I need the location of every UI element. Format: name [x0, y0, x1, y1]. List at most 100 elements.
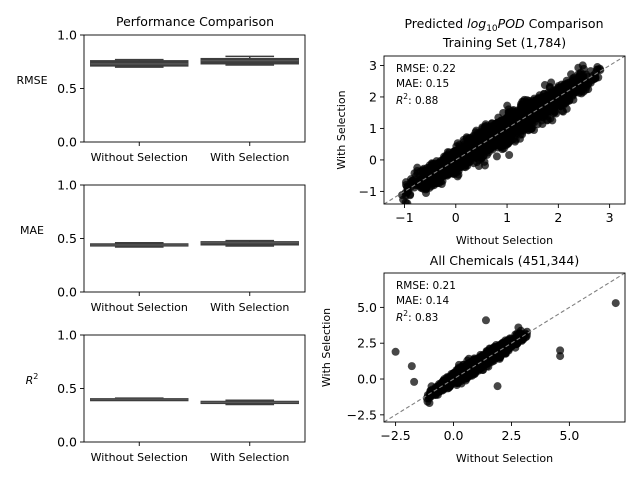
- training-point: [538, 120, 547, 129]
- rmse-xtick-label: With Selection: [210, 151, 289, 164]
- all-point: [556, 352, 565, 361]
- training-point: [520, 114, 529, 123]
- training-ytick-label: 1: [369, 121, 377, 136]
- training-stat-rmse: RMSE: 0.22: [396, 63, 456, 75]
- training-point: [465, 133, 474, 142]
- training-point: [431, 159, 440, 168]
- training-point: [540, 97, 549, 106]
- training-scatter-panel: −1 0 1 2 3 −1 0 1 2 3 Training Set (1,784) Without …: [335, 35, 626, 247]
- training-xtick-label: 2: [554, 210, 562, 225]
- all-point: [436, 383, 445, 392]
- all-point: [407, 362, 416, 371]
- all-stat-r2: R2: 0.83: [396, 309, 438, 324]
- mae-boxplot-panel: 0.0 0.5 1.0 Without Selection With Selection…: [20, 178, 306, 314]
- rmse-ytick-label: 0.0: [57, 135, 77, 150]
- training-point: [403, 187, 412, 196]
- all-title: All Chemicals (451,344): [430, 253, 579, 268]
- training-point: [520, 95, 529, 104]
- training-point: [436, 177, 445, 186]
- training-point: [561, 93, 570, 102]
- r2-xtick-label: Without Selection: [91, 451, 188, 464]
- all-identity-line: [384, 273, 625, 422]
- all-ylabel: With Selection: [320, 308, 333, 387]
- training-point: [440, 169, 449, 178]
- all-xtick-label: 5.0: [559, 428, 579, 443]
- training-point: [553, 83, 562, 92]
- training-point: [412, 171, 421, 180]
- training-point: [568, 87, 577, 96]
- all-xtick-label: −2.5: [380, 428, 410, 443]
- training-xtick-label: −1: [395, 210, 413, 225]
- r2-ylabel: R2: [26, 372, 39, 387]
- rmse-boxplot-panel: 0.0 0.5 1.0 Without Selection With Selection…: [16, 28, 306, 164]
- training-point: [444, 158, 453, 167]
- training-point: [521, 103, 530, 112]
- training-point: [526, 119, 535, 128]
- all-point: [466, 362, 475, 371]
- mae-ytick-label: 0.0: [57, 285, 77, 300]
- all-point: [495, 354, 504, 363]
- all-point: [391, 347, 400, 356]
- all-point: [481, 316, 490, 325]
- rmse-ytick-label: 0.5: [57, 81, 77, 96]
- r2-ytick-label: 1.0: [57, 328, 77, 343]
- training-ylabel: With Selection: [335, 90, 348, 169]
- training-point: [422, 189, 431, 198]
- training-point: [546, 114, 555, 123]
- all-point: [425, 394, 434, 403]
- r2-ytick-label: 0.5: [57, 381, 77, 396]
- all-point: [503, 345, 512, 354]
- r2-ytick-label: 0.0: [57, 435, 77, 450]
- training-point: [501, 126, 510, 135]
- rmse-axes-frame: [83, 34, 306, 143]
- training-point: [588, 72, 597, 81]
- training-point: [579, 64, 588, 73]
- training-stat-mae: MAE: 0.15: [396, 78, 449, 90]
- training-point: [492, 152, 501, 161]
- training-point: [498, 139, 507, 148]
- rmse-xtick-label: Without Selection: [91, 151, 188, 164]
- all-plot-area: [384, 273, 625, 422]
- training-point: [481, 145, 490, 154]
- mae-ytick-label: 1.0: [57, 178, 77, 193]
- left-figure-title: Performance Comparison: [116, 14, 274, 29]
- training-point: [449, 165, 458, 174]
- training-point: [567, 70, 576, 79]
- training-ytick-label: 0: [369, 152, 377, 167]
- mae-axes-frame: [83, 184, 306, 293]
- all-ytick-label: −2.5: [347, 407, 377, 422]
- training-point: [495, 126, 504, 135]
- all-point: [611, 299, 620, 308]
- all-stat-mae: MAE: 0.14: [396, 295, 449, 307]
- training-point: [528, 107, 537, 116]
- all-ytick-label: 5.0: [357, 300, 377, 315]
- training-point: [478, 125, 487, 134]
- all-ytick-label: 2.5: [357, 336, 377, 351]
- training-points: [398, 61, 605, 204]
- training-identity-line: [384, 56, 625, 204]
- mae-xtick-label: Without Selection: [91, 301, 188, 314]
- training-point: [431, 166, 440, 175]
- training-point: [505, 151, 514, 160]
- all-xtick-label: 0.0: [444, 428, 464, 443]
- mae-xtick-label: With Selection: [210, 301, 289, 314]
- training-point: [581, 80, 590, 89]
- training-point: [449, 150, 458, 159]
- all-point: [556, 346, 565, 355]
- training-point: [417, 183, 426, 192]
- training-point: [410, 183, 419, 192]
- mae-ytick-label: 0.5: [57, 231, 77, 246]
- all-ytick-label: 0.0: [357, 372, 377, 387]
- training-xtick-label: 3: [606, 210, 614, 225]
- training-point: [454, 161, 463, 170]
- training-point: [546, 89, 555, 98]
- training-point: [547, 101, 556, 110]
- all-chemicals-scatter-panel: −2.5 0.0 2.5 5.0 −2.5 0.0 2.5 5.0 All Chemicals …: [320, 253, 626, 465]
- r2-xtick-label: With Selection: [210, 451, 289, 464]
- training-point: [502, 117, 511, 126]
- right-figure-title: Predicted log10POD Comparison: [404, 16, 603, 34]
- training-plot-area: [384, 56, 625, 204]
- training-ytick-label: −1: [359, 184, 377, 199]
- all-point: [410, 377, 419, 386]
